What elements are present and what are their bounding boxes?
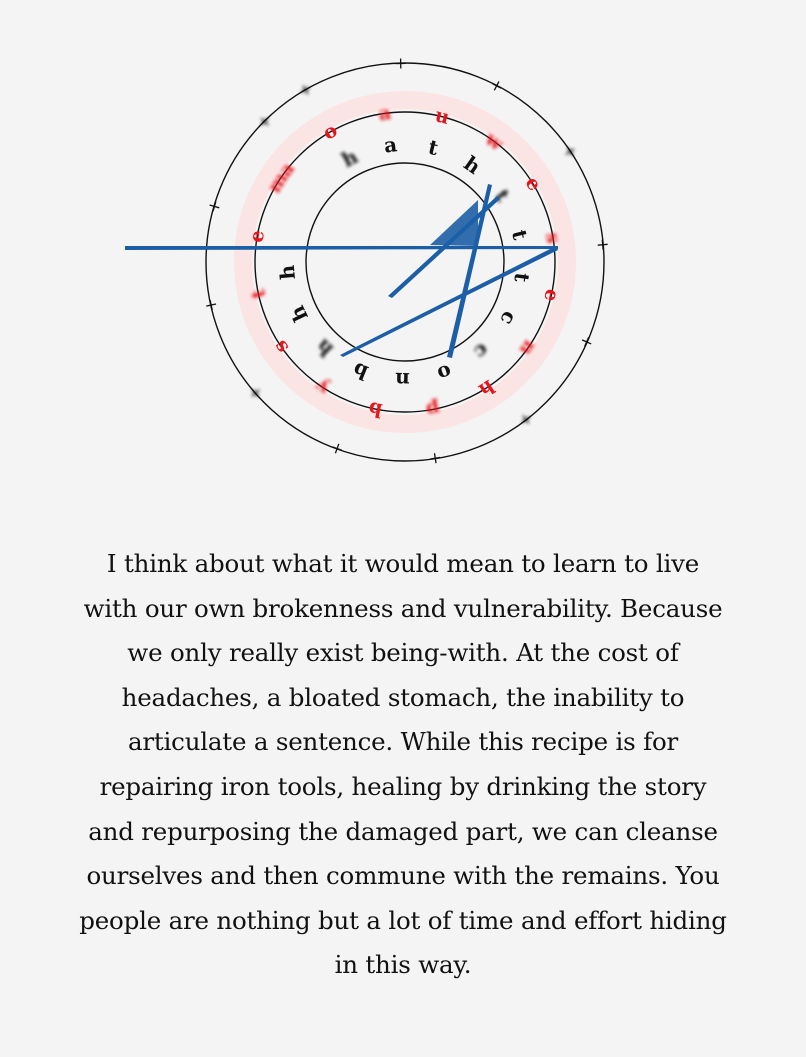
- blue-diagonal-stroke-3: [340, 246, 558, 357]
- inner-ring-letter: h: [459, 151, 485, 179]
- outer-ring-mark: +: [327, 438, 346, 460]
- middle-ring-letter: e: [245, 228, 269, 244]
- poem-text: I think about what it would mean to lear…: [40, 542, 766, 988]
- outer-ring-mark: +: [394, 53, 408, 72]
- outer-ring-mark: +: [295, 78, 316, 101]
- poem-line: and repurposing the damaged part, we can…: [88, 816, 718, 846]
- inner-ring-letter: c: [495, 307, 522, 329]
- poem-line: with our own brokenness and vulnerabilit…: [83, 593, 723, 623]
- inner-ring-letter: h: [285, 301, 313, 325]
- poem-line: ourselves and then commune with the rema…: [86, 861, 720, 891]
- middle-ring-letter: p: [424, 397, 441, 421]
- inner-ring-letter: n: [394, 368, 410, 392]
- inner-ring-letter: t: [507, 227, 533, 242]
- poem-line: repairing iron tools, healing by drinkin…: [99, 771, 707, 801]
- inner-ring-letter: h: [338, 144, 363, 172]
- slanted-blue-strokes-icon: [125, 184, 558, 358]
- outer-ring-mark: +: [593, 237, 613, 252]
- middle-ring: [254, 111, 556, 413]
- inner-ring-letter: h: [275, 264, 300, 281]
- outer-ring-mark: +: [427, 448, 443, 469]
- inner-ring-letter: b: [349, 357, 371, 385]
- blue-diagonal-stroke-2: [447, 184, 492, 358]
- outer-ring-mark: +: [203, 197, 225, 215]
- red-halo-band: [234, 91, 576, 433]
- inner-ring-letter: t: [509, 271, 534, 284]
- outer-ring-mark: +: [487, 74, 508, 97]
- poem-line: in this way.: [334, 950, 472, 980]
- outer-ring-mark: +: [515, 408, 537, 431]
- blue-wedge: [430, 200, 478, 246]
- outer-ring-mark: +: [200, 296, 221, 313]
- poem-line: people are nothing but a lot of time and…: [79, 905, 727, 935]
- middle-ring-letter: e: [539, 287, 563, 304]
- inner-ring-letter: o: [434, 360, 455, 387]
- inner-ring-letter: h: [310, 334, 337, 362]
- outer-ring: [205, 62, 605, 462]
- outer-ring-mark: +: [576, 332, 599, 352]
- inner-ring-letter: t: [426, 135, 441, 161]
- middle-ring-letter: u: [433, 104, 452, 129]
- blue-horizontal-stroke: [125, 246, 558, 250]
- poem-line: we only really exist being-with. At the …: [127, 638, 679, 668]
- inner-ring: [305, 162, 505, 362]
- outer-ring-mark: +: [559, 141, 582, 163]
- outer-ring-marks: +++++++++++++: [200, 53, 613, 469]
- middle-ring-letter: a: [377, 102, 392, 125]
- poem-line: articulate a sentence. While this recipe…: [127, 727, 679, 757]
- middle-ring-letter: s: [541, 231, 564, 245]
- middle-ring-letter: b: [367, 397, 384, 421]
- inner-ring-letter: a: [383, 132, 399, 157]
- poem-line: I think about what it would mean to lear…: [106, 549, 700, 578]
- poem-line: headaches, a bloated stomach, the inabil…: [121, 682, 685, 712]
- inner-ring-letter: c: [469, 339, 494, 365]
